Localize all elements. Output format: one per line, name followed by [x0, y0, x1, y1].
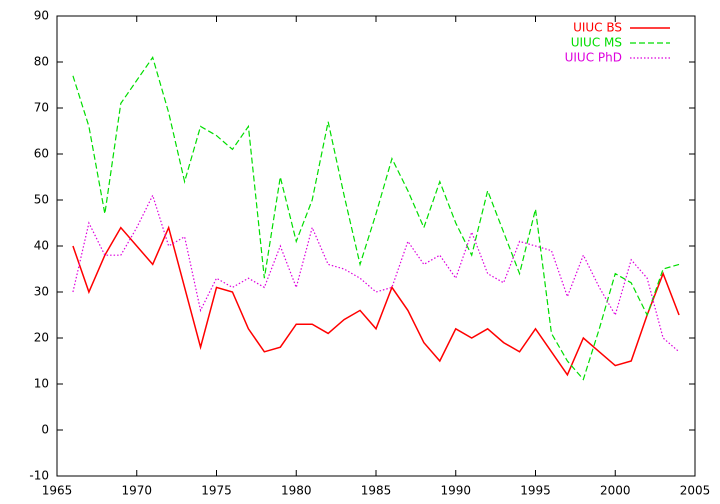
legend-label: UIUC PhD: [565, 51, 622, 65]
x-tick-label: 1985: [361, 484, 392, 498]
x-tick-label: 1990: [440, 484, 471, 498]
x-tick-label: 2000: [600, 484, 631, 498]
legend-label: UIUC BS: [573, 21, 622, 35]
x-tick-label: 1980: [281, 484, 312, 498]
x-tick-label: 1975: [201, 484, 232, 498]
series-line: [72, 56, 680, 381]
y-tick-label: 80: [34, 55, 49, 69]
series-line: [72, 225, 680, 377]
plot-frame: [56, 15, 696, 477]
x-tick-label: 1970: [121, 484, 152, 498]
y-tick-label: 60: [34, 147, 49, 161]
x-tick-label: 1995: [520, 484, 551, 498]
y-tick-label: 20: [34, 331, 49, 345]
y-tick-label: 50: [34, 193, 49, 207]
y-tick-label: -10: [29, 469, 49, 483]
y-tick-label: 0: [41, 423, 49, 437]
x-tick-label: 2005: [680, 484, 711, 498]
x-tick-label: 1965: [42, 484, 73, 498]
y-tick-label: 10: [34, 377, 49, 391]
series-line: [72, 193, 680, 353]
y-tick-label: 40: [34, 239, 49, 253]
y-tick-label: 30: [34, 285, 49, 299]
y-tick-label: 70: [34, 101, 49, 115]
y-tick-label: 90: [34, 9, 49, 23]
legend-label: UIUC MS: [571, 36, 622, 50]
